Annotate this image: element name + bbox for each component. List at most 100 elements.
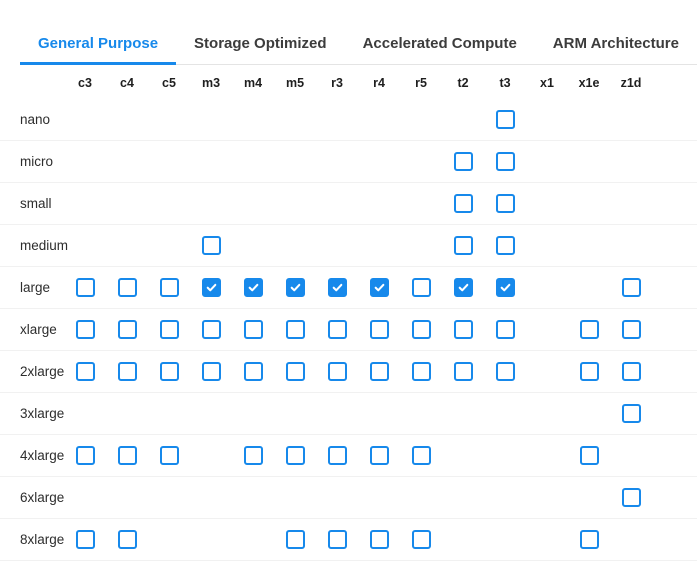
matrix-cell-8xlarge-m5	[274, 519, 316, 560]
checkbox-nano-t3[interactable]	[495, 110, 515, 129]
checkbox-4xlarge-m5[interactable]	[285, 446, 305, 465]
checkbox-micro-t2[interactable]	[453, 152, 473, 171]
matrix-cell-2xlarge-c5	[148, 351, 190, 392]
checkbox-2xlarge-m5[interactable]	[285, 362, 305, 381]
checkbox-4xlarge-r4[interactable]	[369, 446, 389, 465]
checkbox-2xlarge-r5[interactable]	[411, 362, 431, 381]
checkbox-xlarge-t2[interactable]	[453, 320, 473, 339]
checkbox-2xlarge-c4[interactable]	[117, 362, 137, 381]
checkbox-micro-t3[interactable]	[495, 152, 515, 171]
matrix-cell-medium-x1e	[568, 225, 610, 266]
matrix-cell-medium-r5	[400, 225, 442, 266]
checkbox-8xlarge-x1e[interactable]	[579, 530, 599, 549]
tab-general-purpose[interactable]: General Purpose	[20, 27, 177, 65]
checkbox-4xlarge-x1e[interactable]	[579, 446, 599, 465]
checkbox-8xlarge-c3[interactable]	[75, 530, 95, 549]
matrix-cell-2xlarge-x1e	[568, 351, 610, 392]
checkbox-xlarge-z1d[interactable]	[621, 320, 641, 339]
checkbox-xlarge-c4[interactable]	[117, 320, 137, 339]
tab-arm-architecture[interactable]: ARM Architecture	[552, 35, 679, 52]
matrix-cell-medium-m3	[190, 225, 232, 266]
checkbox-8xlarge-r5[interactable]	[411, 530, 431, 549]
checkbox-small-t3[interactable]	[495, 194, 515, 213]
matrix-cell-3xlarge-t2	[442, 393, 484, 434]
matrix-cell-4xlarge-m3	[190, 435, 232, 476]
matrix-cell-6xlarge-r3	[316, 477, 358, 518]
check-icon	[458, 283, 468, 292]
checkbox-2xlarge-x1e[interactable]	[579, 362, 599, 381]
checkbox-large-r5[interactable]	[411, 278, 431, 297]
checkbox-large-c5[interactable]	[159, 278, 179, 297]
checkbox-8xlarge-r3[interactable]	[327, 530, 347, 549]
checkbox-medium-m3[interactable]	[201, 236, 221, 255]
column-header-c4: c4	[120, 75, 134, 90]
checkbox-xlarge-m3[interactable]	[201, 320, 221, 339]
matrix-cell-small-c3	[64, 183, 106, 224]
checkbox-xlarge-m4[interactable]	[243, 320, 263, 339]
checkbox-8xlarge-m5[interactable]	[285, 530, 305, 549]
checkbox-xlarge-m5[interactable]	[285, 320, 305, 339]
checkbox-2xlarge-c5[interactable]	[159, 362, 179, 381]
matrix-cell-6xlarge-x1e	[568, 477, 610, 518]
checkbox-large-c3[interactable]	[75, 278, 95, 297]
tab-accelerated-compute[interactable]: Accelerated Compute	[362, 35, 517, 52]
checkbox-2xlarge-c3[interactable]	[75, 362, 95, 381]
matrix-cell-large-c5	[148, 267, 190, 308]
checkbox-4xlarge-c3[interactable]	[75, 446, 95, 465]
matrix-cell-4xlarge-c4	[106, 435, 148, 476]
column-header-m3: m3	[201, 75, 221, 90]
checkbox-4xlarge-r3[interactable]	[327, 446, 347, 465]
matrix-cell-3xlarge-r3	[316, 393, 358, 434]
matrix-cell-micro-z1d	[610, 141, 652, 182]
checkbox-2xlarge-m3[interactable]	[201, 362, 221, 381]
checkbox-xlarge-r3[interactable]	[327, 320, 347, 339]
checkbox-large-c4[interactable]	[117, 278, 137, 297]
tab-storage-optimized[interactable]: Storage Optimized	[194, 35, 327, 52]
matrix-cell-nano-m4	[232, 99, 274, 140]
checkbox-8xlarge-r4[interactable]	[369, 530, 389, 549]
checkbox-2xlarge-t2[interactable]	[453, 362, 473, 381]
checkbox-xlarge-r5[interactable]	[411, 320, 431, 339]
matrix-cell-8xlarge-m4	[232, 519, 274, 560]
checkbox-medium-t2[interactable]	[453, 236, 473, 255]
matrix-cell-micro-t2	[442, 141, 484, 182]
checkbox-4xlarge-c4[interactable]	[117, 446, 137, 465]
checkbox-4xlarge-c5[interactable]	[159, 446, 179, 465]
checkbox-large-t3[interactable]	[495, 278, 515, 297]
matrix-cell-6xlarge-r5	[400, 477, 442, 518]
checkbox-2xlarge-r4[interactable]	[369, 362, 389, 381]
checkbox-large-m5[interactable]	[285, 278, 305, 297]
matrix-cell-6xlarge-z1d	[610, 477, 652, 518]
checkbox-3xlarge-z1d[interactable]	[621, 404, 641, 423]
matrix-cell-3xlarge-z1d	[610, 393, 652, 434]
checkbox-6xlarge-z1d[interactable]	[621, 488, 641, 507]
checkbox-2xlarge-t3[interactable]	[495, 362, 515, 381]
checkbox-xlarge-c5[interactable]	[159, 320, 179, 339]
checkbox-xlarge-r4[interactable]	[369, 320, 389, 339]
checkbox-2xlarge-z1d[interactable]	[621, 362, 641, 381]
matrix-cell-xlarge-r4	[358, 309, 400, 350]
matrix-cell-xlarge-m4	[232, 309, 274, 350]
checkbox-large-m4[interactable]	[243, 278, 263, 297]
checkbox-4xlarge-m4[interactable]	[243, 446, 263, 465]
matrix-cell-nano-c4	[106, 99, 148, 140]
checkbox-large-r3[interactable]	[327, 278, 347, 297]
checkbox-4xlarge-r5[interactable]	[411, 446, 431, 465]
checkbox-xlarge-c3[interactable]	[75, 320, 95, 339]
checkbox-large-z1d[interactable]	[621, 278, 641, 297]
checkbox-2xlarge-r3[interactable]	[327, 362, 347, 381]
checkbox-xlarge-x1e[interactable]	[579, 320, 599, 339]
checkbox-small-t2[interactable]	[453, 194, 473, 213]
matrix-cell-xlarge-m3	[190, 309, 232, 350]
checkbox-large-r4[interactable]	[369, 278, 389, 297]
matrix-cell-xlarge-r3	[316, 309, 358, 350]
checkbox-large-m3[interactable]	[201, 278, 221, 297]
checkbox-2xlarge-m4[interactable]	[243, 362, 263, 381]
matrix-cell-4xlarge-t2	[442, 435, 484, 476]
checkbox-medium-t3[interactable]	[495, 236, 515, 255]
checkbox-large-t2[interactable]	[453, 278, 473, 297]
column-header-x1e: x1e	[578, 75, 600, 90]
checkbox-xlarge-t3[interactable]	[495, 320, 515, 339]
matrix-cell-xlarge-x1e	[568, 309, 610, 350]
checkbox-8xlarge-c4[interactable]	[117, 530, 137, 549]
